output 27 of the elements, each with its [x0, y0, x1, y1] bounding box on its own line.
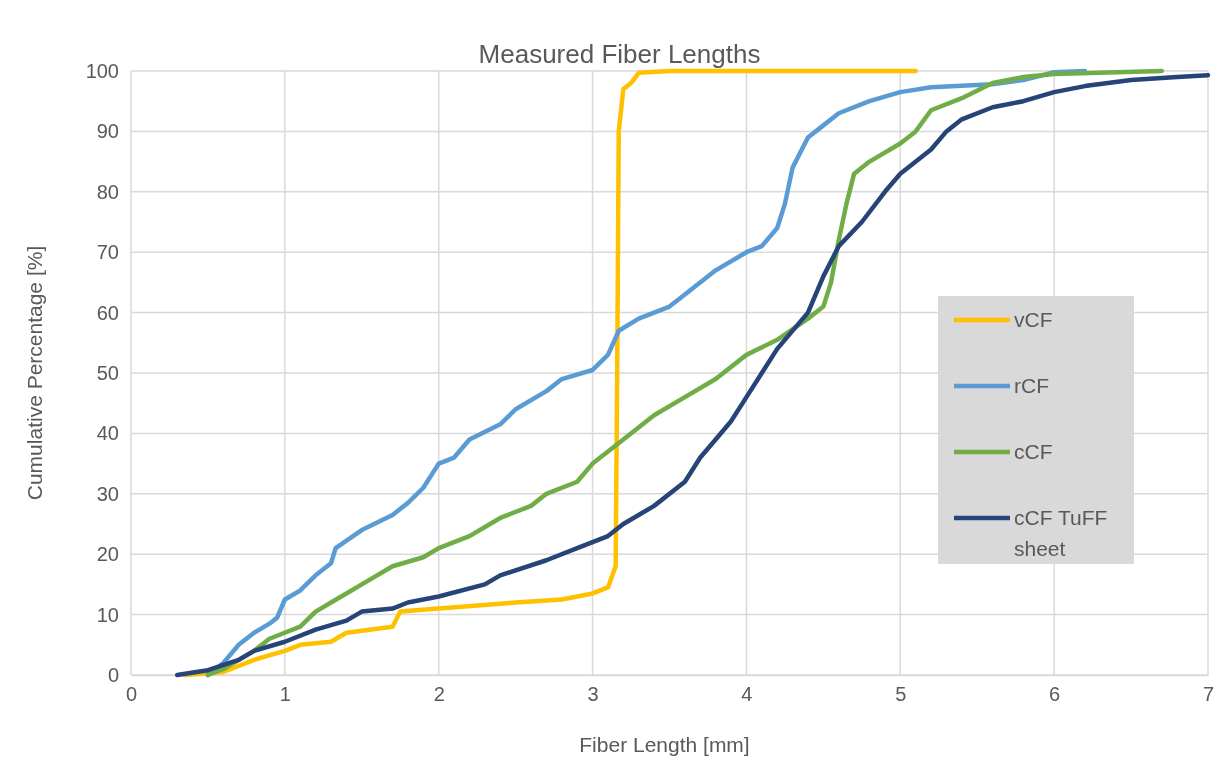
legend-label: cCF	[1014, 440, 1053, 463]
legend-label: vCF	[1014, 308, 1053, 331]
legend-label: rCF	[1014, 374, 1049, 397]
y-tick-label: 30	[96, 482, 119, 505]
y-tick-label: 10	[96, 603, 119, 626]
x-axis-title: Fiber Length [mm]	[579, 733, 750, 756]
legend-label: cCF TuFF sheet	[1014, 506, 1108, 560]
x-tick-label: 2	[433, 683, 445, 706]
chart-title: Measured Fiber Lengths	[478, 39, 761, 69]
x-tick-label: 7	[1202, 683, 1215, 706]
y-tick-label: 60	[96, 301, 119, 324]
y-tick-label: 100	[85, 59, 119, 82]
y-tick-label: 90	[96, 120, 119, 143]
x-tick-label: 6	[1049, 683, 1061, 706]
y-tick-label: 0	[107, 663, 119, 686]
y-axis-title: Cumulative Percentage [%]	[23, 245, 46, 501]
x-tick-label: 3	[587, 683, 599, 706]
y-tick-label: 40	[96, 422, 119, 445]
x-tick-label: 5	[895, 683, 907, 706]
y-tick-label: 20	[96, 543, 119, 566]
y-tick-label: 80	[96, 180, 119, 203]
x-tick-label: 4	[741, 683, 753, 706]
y-tick-label: 70	[96, 241, 119, 264]
y-tick-label: 50	[96, 361, 119, 384]
x-tick-label: 0	[125, 683, 138, 706]
line-series	[182, 68, 918, 678]
x-tick-label: 1	[279, 683, 291, 706]
